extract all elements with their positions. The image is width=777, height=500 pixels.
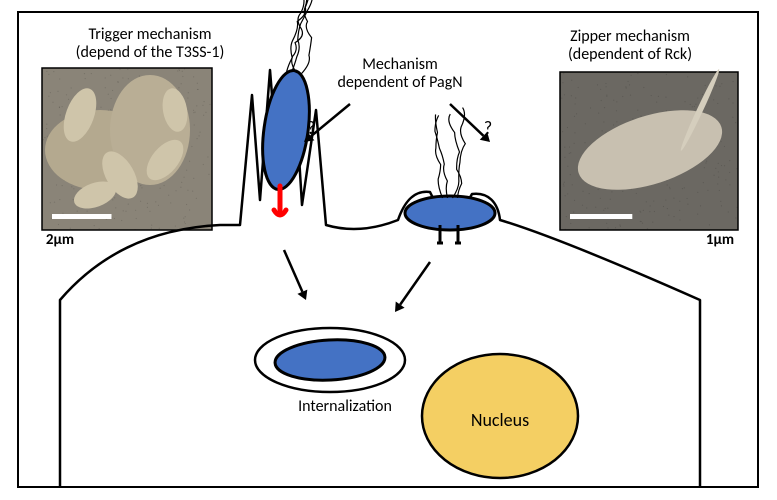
scale-left-label: 2µm [0,232,210,249]
zipper-mechanism-label: Zipper mechanism (dependent of Rck) [480,28,777,65]
question-mark-right: ? [338,118,638,139]
nucleus-label: Nucleus [350,410,650,431]
scale-right-label: 1µm [570,232,777,249]
sem-image [42,68,212,230]
sem-image [559,68,738,230]
